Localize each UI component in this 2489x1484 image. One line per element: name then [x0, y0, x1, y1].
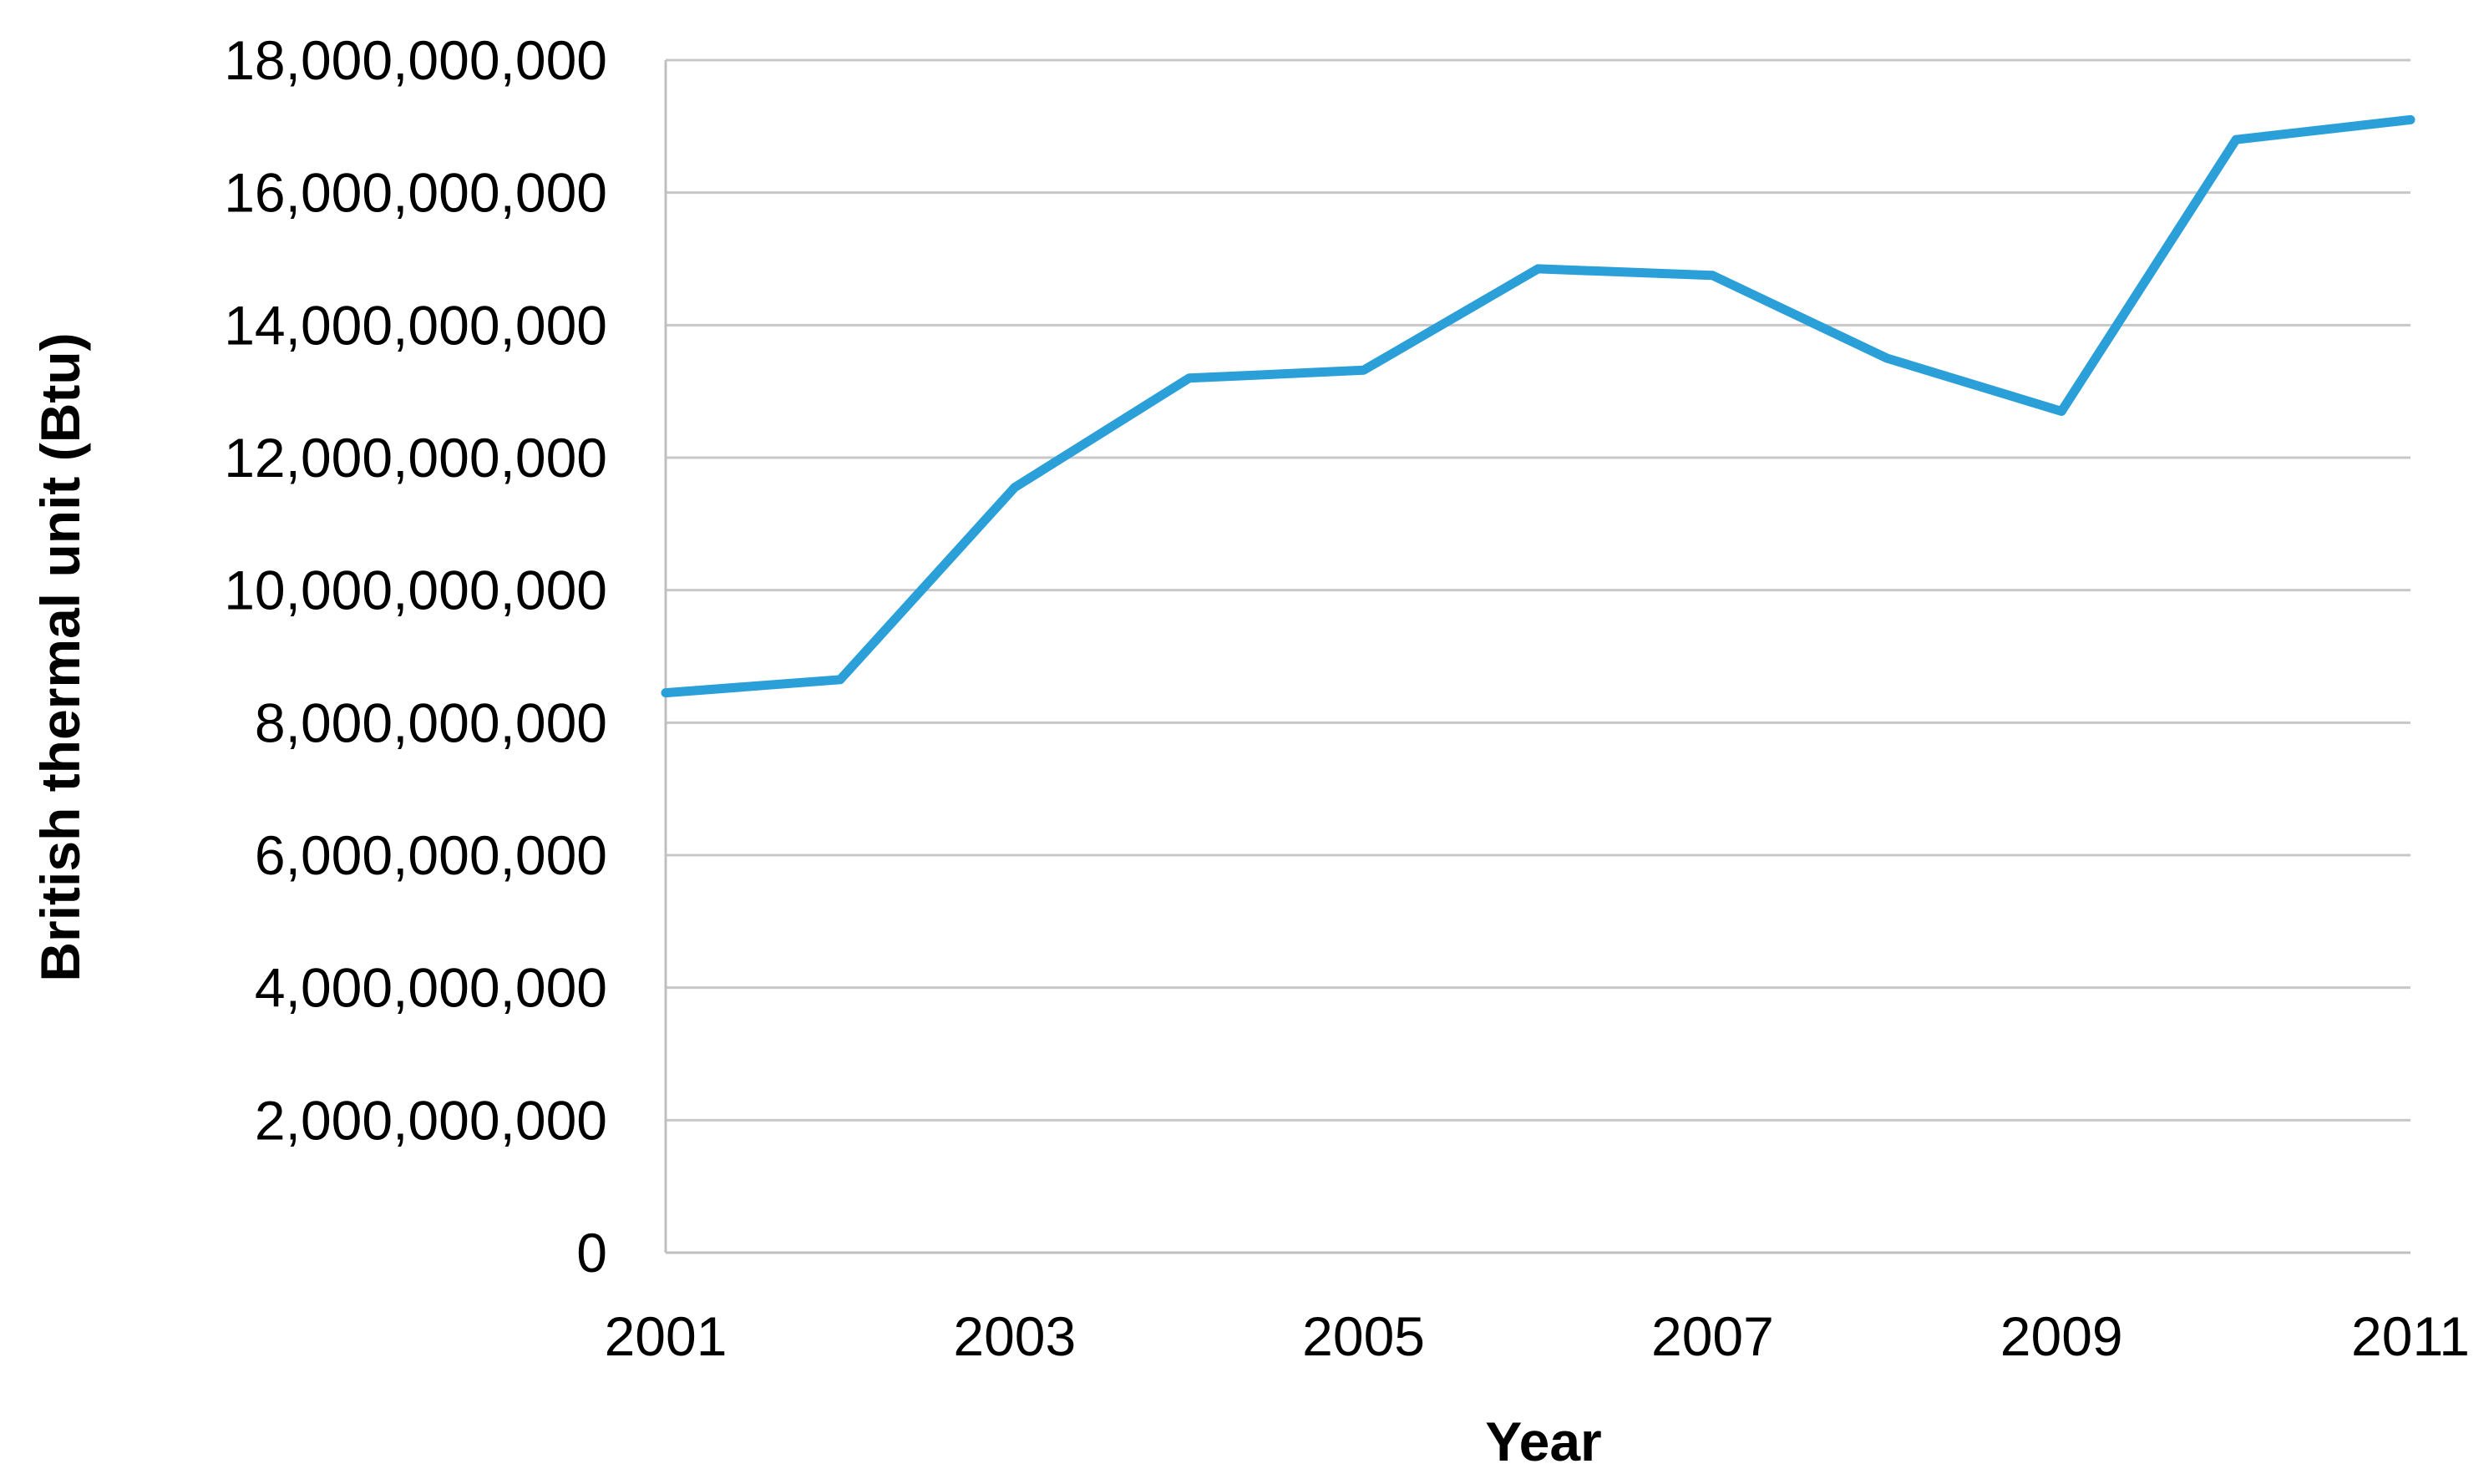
y-tick-label: 18,000,000,000: [224, 29, 607, 91]
x-tick-label: 2007: [1651, 1305, 1774, 1367]
series-line: [661, 114, 2415, 698]
y-tick-label: 6,000,000,000: [255, 824, 607, 886]
x-tick-label: 2005: [1302, 1305, 1425, 1367]
x-tick-label: 2001: [605, 1305, 727, 1367]
y-tick-label: 12,000,000,000: [224, 427, 607, 489]
y-axis-title: British thermal unit (Btu): [29, 332, 91, 981]
y-tick-label: 16,000,000,000: [224, 162, 607, 224]
y-tick-label: 14,000,000,000: [224, 294, 607, 356]
x-axis-title: Year: [1485, 1411, 1601, 1472]
x-tick-label: 2011: [2351, 1305, 2470, 1367]
y-tick-label: 8,000,000,000: [255, 691, 607, 753]
y-tick-label: 10,000,000,000: [224, 560, 607, 621]
y-tick-labels: 0 2,000,000,000 4,000,000,000 6,000,000,000…: [224, 29, 607, 1284]
y-tick-label: 2,000,000,000: [255, 1089, 607, 1151]
x-tick-label: 2009: [2000, 1305, 2123, 1367]
y-tick-label: 0: [576, 1222, 607, 1284]
axes: [664, 60, 2410, 1254]
x-tick-labels: 2001 2003 2005 2007 2009 2011: [605, 1305, 2470, 1367]
x-tick-label: 2003: [953, 1305, 1076, 1367]
series-group: [661, 114, 2415, 698]
gridlines: [666, 58, 2410, 1122]
y-tick-label: 4,000,000,000: [255, 957, 607, 1019]
